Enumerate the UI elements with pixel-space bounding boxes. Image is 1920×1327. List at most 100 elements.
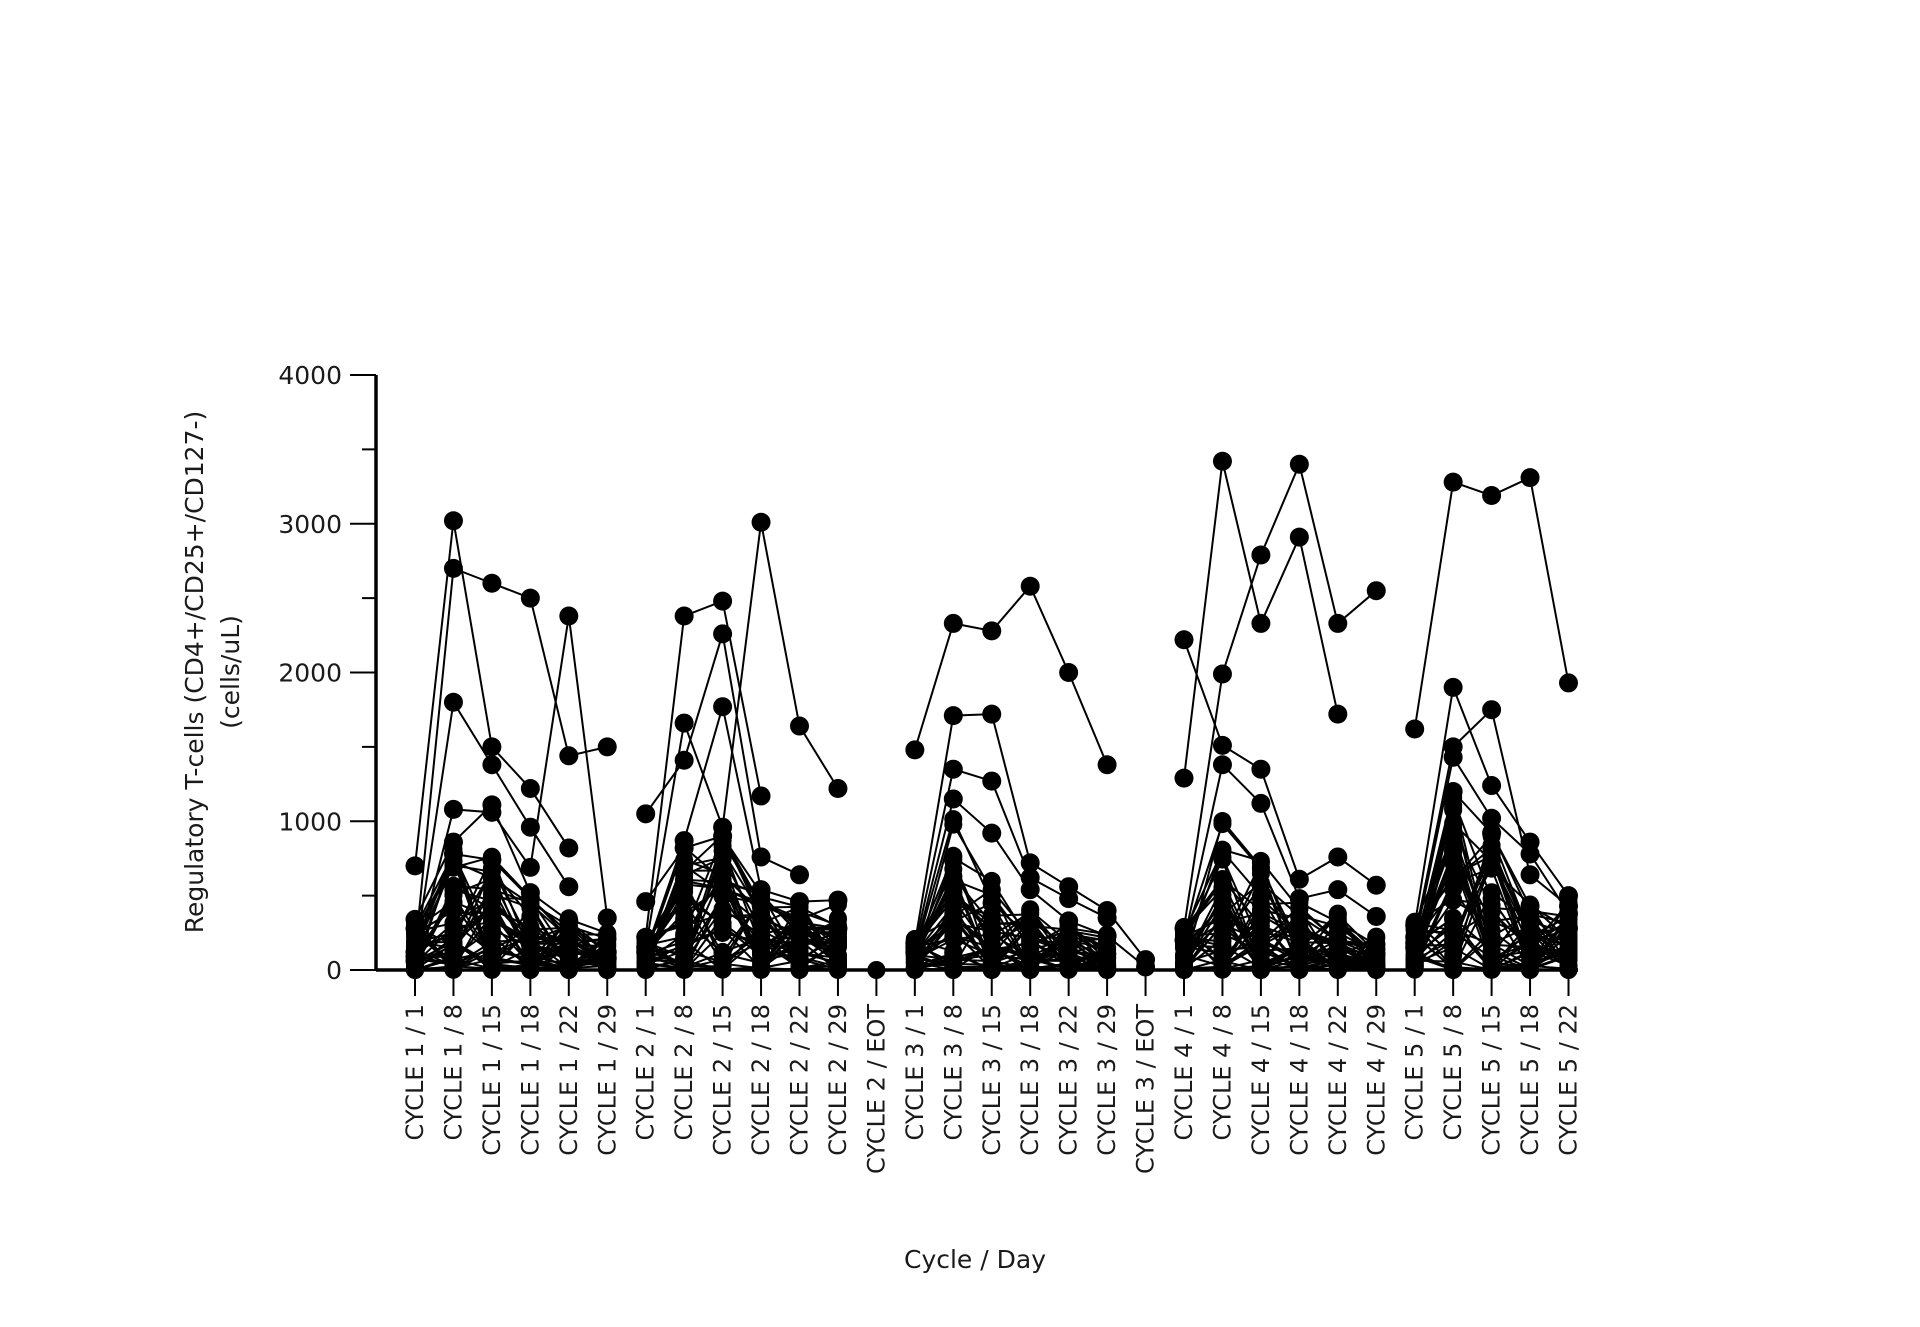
data-point-marker	[520, 857, 540, 877]
data-point-marker	[1020, 576, 1040, 596]
data-point-marker	[1097, 926, 1117, 946]
data-point-marker	[713, 850, 732, 869]
data-point-marker	[1251, 887, 1270, 906]
series-subject-b	[405, 558, 617, 962]
data-point-marker	[944, 852, 963, 871]
data-point-marker	[443, 558, 463, 578]
data-point-marker	[597, 737, 617, 757]
x-tick-label: CYCLE 3 / EOT	[1132, 1004, 1160, 1174]
x-tick-label: CYCLE 4 / 18	[1285, 1004, 1313, 1156]
data-point-marker	[1444, 818, 1463, 837]
series-subject-t	[1405, 468, 1578, 739]
data-point-marker	[982, 704, 1002, 724]
data-point-marker	[751, 512, 771, 532]
data-point-marker	[944, 929, 963, 948]
data-point-marker	[828, 890, 848, 910]
data-point-marker	[1405, 954, 1424, 973]
data-point-marker	[1213, 936, 1232, 955]
data-point-marker	[1443, 747, 1463, 767]
data-point-marker	[443, 799, 463, 819]
series-subject-q	[1174, 454, 1386, 938]
x-tick-label: CYCLE 1 / 15	[478, 1004, 506, 1156]
x-tick-label: CYCLE 2 / 22	[786, 1004, 814, 1156]
data-point-marker	[1367, 934, 1386, 953]
data-point-marker	[559, 923, 579, 943]
series-subject-j	[636, 697, 848, 962]
x-tick-label: CYCLE 3 / 1	[901, 1004, 929, 1141]
data-point-marker	[1251, 793, 1271, 813]
x-tick-label: CYCLE 4 / 29	[1362, 1004, 1390, 1156]
x-tick-label: CYCLE 1 / 29	[593, 1004, 621, 1156]
data-point-marker	[636, 892, 656, 912]
data-point-marker	[1251, 933, 1270, 952]
data-point-marker	[482, 937, 501, 956]
series-line	[913, 584, 1109, 766]
data-point-marker	[1482, 776, 1502, 796]
x-axis-title: Cycle / Day	[904, 1245, 1046, 1274]
axes	[374, 375, 1578, 972]
data-point-marker	[1482, 700, 1502, 720]
x-tick-label: CYCLE 2 / EOT	[862, 1004, 890, 1174]
series-line	[414, 615, 609, 962]
data-point-marker	[1251, 545, 1271, 565]
data-point-marker	[1213, 914, 1232, 933]
data-point-marker	[1482, 823, 1502, 843]
data-point-marker	[521, 925, 540, 944]
data-point-marker	[944, 867, 963, 886]
data-point-marker	[1174, 768, 1194, 788]
data-point-marker	[520, 779, 540, 799]
data-point-marker	[1289, 454, 1309, 474]
data-point-marker	[674, 838, 694, 858]
x-tick-label: CYCLE 3 / 22	[1055, 1004, 1083, 1156]
data-point-marker	[482, 949, 501, 968]
data-point-marker	[1251, 903, 1270, 922]
data-point-marker	[713, 591, 733, 611]
series-line	[1413, 476, 1570, 730]
data-point-marker	[1097, 755, 1117, 775]
data-point-marker	[751, 895, 771, 915]
data-point-marker	[1174, 930, 1194, 950]
data-point-marker	[713, 826, 733, 846]
data-point-marker	[982, 936, 1001, 955]
data-point-marker	[790, 892, 809, 912]
data-point-marker	[1097, 908, 1117, 928]
data-point-marker	[1559, 903, 1578, 923]
x-tick-label: CYCLE 5 / 22	[1555, 1004, 1583, 1156]
y-tick-label: 4000	[278, 361, 342, 390]
data-point-marker	[1213, 871, 1232, 890]
data-point-marker	[675, 913, 694, 932]
data-point-marker	[405, 918, 425, 938]
data-point-marker	[444, 933, 463, 952]
data-point-marker	[1444, 938, 1463, 957]
data-point-marker	[982, 771, 1002, 791]
data-point-marker	[1289, 527, 1309, 547]
x-tick-label: CYCLE 1 / 22	[555, 1004, 583, 1156]
x-tick-label: CYCLE 4 / 1	[1170, 1004, 1198, 1141]
series-layer	[405, 451, 1578, 977]
data-point-marker	[675, 943, 694, 962]
data-point-marker	[1251, 860, 1270, 879]
data-point-marker	[1289, 869, 1309, 889]
series-subject-o	[905, 789, 1156, 977]
data-point-marker	[597, 948, 617, 968]
data-point-marker	[1212, 755, 1232, 775]
data-point-marker	[982, 823, 1002, 843]
data-point-marker	[943, 613, 963, 633]
x-tick-label: CYCLE 3 / 29	[1093, 1004, 1121, 1156]
data-point-marker	[713, 865, 732, 884]
x-tick-label: CYCLE 5 / 15	[1478, 1004, 1506, 1156]
data-point-marker	[982, 621, 1002, 641]
x-tick-label: CYCLE 2 / 1	[632, 1004, 660, 1141]
data-point-marker	[1059, 911, 1079, 931]
y-tick-label: 2000	[278, 659, 342, 688]
data-point-marker	[944, 953, 963, 972]
data-point-marker	[1482, 485, 1502, 505]
data-point-marker	[752, 954, 771, 973]
data-point-marker	[520, 588, 540, 608]
data-point-marker	[790, 865, 809, 885]
data-point-marker	[675, 927, 694, 946]
series-line	[644, 599, 763, 938]
data-point-marker	[675, 878, 694, 897]
data-point-marker	[1405, 719, 1425, 739]
data-point-marker	[790, 716, 809, 736]
